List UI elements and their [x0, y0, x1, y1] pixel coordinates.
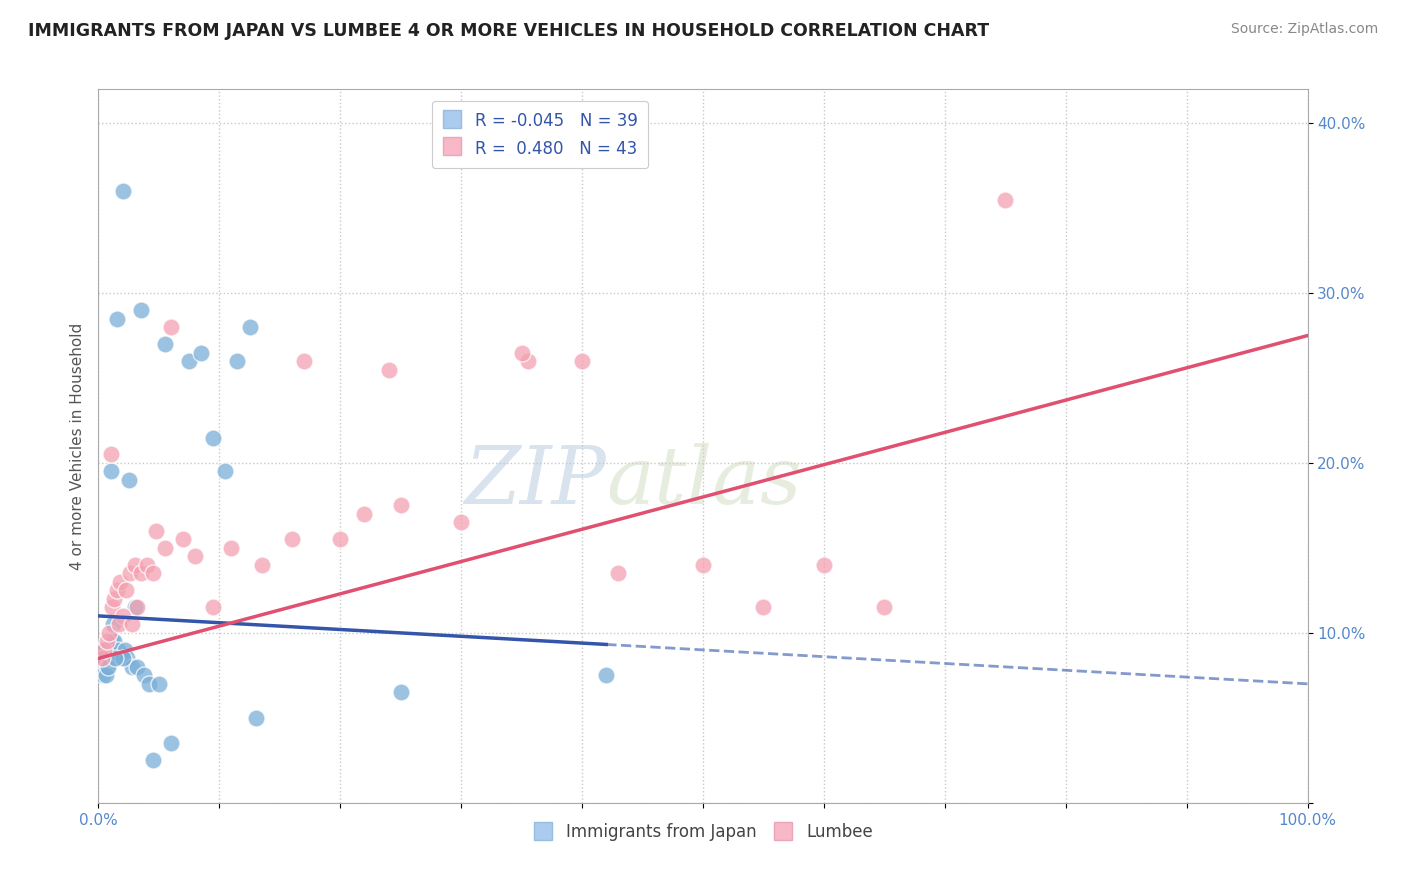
Point — [292, 354, 315, 368]
Point — [595, 668, 617, 682]
Point — [752, 600, 775, 615]
Point — [94, 668, 117, 682]
Point — [114, 643, 136, 657]
Point — [93, 651, 115, 665]
Point — [190, 345, 212, 359]
Point — [108, 574, 131, 589]
Point — [239, 320, 262, 334]
Point — [98, 651, 121, 665]
Point — [100, 634, 122, 648]
Point — [129, 303, 152, 318]
Point — [377, 362, 399, 376]
Point — [101, 617, 124, 632]
Point — [226, 354, 249, 368]
Point — [692, 558, 714, 572]
Point — [118, 566, 141, 581]
Point — [127, 600, 149, 615]
Point — [124, 558, 146, 572]
Point — [91, 668, 114, 682]
Point — [160, 736, 183, 750]
Point — [96, 660, 118, 674]
Point — [105, 583, 128, 598]
Point — [121, 617, 143, 632]
Point — [129, 566, 152, 581]
Point — [571, 354, 593, 368]
Point — [281, 533, 304, 547]
Y-axis label: 4 or more Vehicles in Household: 4 or more Vehicles in Household — [69, 322, 84, 570]
Point — [202, 600, 225, 615]
Point — [115, 583, 138, 598]
Point — [93, 643, 115, 657]
Point — [160, 320, 183, 334]
Text: Source: ZipAtlas.com: Source: ZipAtlas.com — [1230, 22, 1378, 37]
Point — [607, 566, 630, 581]
Point — [103, 634, 125, 648]
Point — [353, 507, 375, 521]
Point — [107, 643, 129, 657]
Point — [329, 533, 352, 547]
Point — [450, 516, 472, 530]
Point — [245, 711, 267, 725]
Point — [138, 677, 160, 691]
Point — [153, 337, 176, 351]
Point — [127, 660, 149, 674]
Text: ZIP: ZIP — [464, 443, 606, 520]
Point — [91, 651, 114, 665]
Text: atlas: atlas — [606, 443, 801, 520]
Point — [108, 617, 131, 632]
Point — [389, 685, 412, 699]
Text: IMMIGRANTS FROM JAPAN VS LUMBEE 4 OR MORE VEHICLES IN HOUSEHOLD CORRELATION CHAR: IMMIGRANTS FROM JAPAN VS LUMBEE 4 OR MOR… — [28, 22, 990, 40]
Point — [994, 193, 1017, 207]
Point — [111, 608, 134, 623]
Point — [117, 651, 139, 665]
Point — [91, 643, 114, 657]
Point — [100, 448, 122, 462]
Point — [250, 558, 273, 572]
Point — [214, 465, 236, 479]
Point — [108, 651, 131, 665]
Point — [873, 600, 896, 615]
Point — [97, 660, 120, 674]
Point — [103, 591, 125, 606]
Point — [111, 651, 134, 665]
Point — [145, 524, 167, 538]
Point — [100, 600, 122, 615]
Point — [184, 549, 207, 564]
Point — [96, 634, 118, 648]
Point — [142, 753, 165, 767]
Point — [100, 465, 122, 479]
Point — [104, 651, 127, 665]
Point — [142, 566, 165, 581]
Point — [124, 600, 146, 615]
Point — [202, 430, 225, 444]
Point — [516, 354, 538, 368]
Legend: Immigrants from Japan, Lumbee: Immigrants from Japan, Lumbee — [526, 817, 880, 848]
Point — [118, 473, 141, 487]
Point — [153, 541, 176, 555]
Point — [135, 558, 157, 572]
Point — [510, 345, 533, 359]
Point — [111, 184, 134, 198]
Point — [148, 677, 170, 691]
Point — [221, 541, 243, 555]
Point — [389, 499, 412, 513]
Point — [134, 668, 156, 682]
Point — [813, 558, 835, 572]
Point — [105, 311, 128, 326]
Point — [172, 533, 194, 547]
Point — [179, 354, 201, 368]
Point — [121, 660, 143, 674]
Point — [98, 626, 121, 640]
